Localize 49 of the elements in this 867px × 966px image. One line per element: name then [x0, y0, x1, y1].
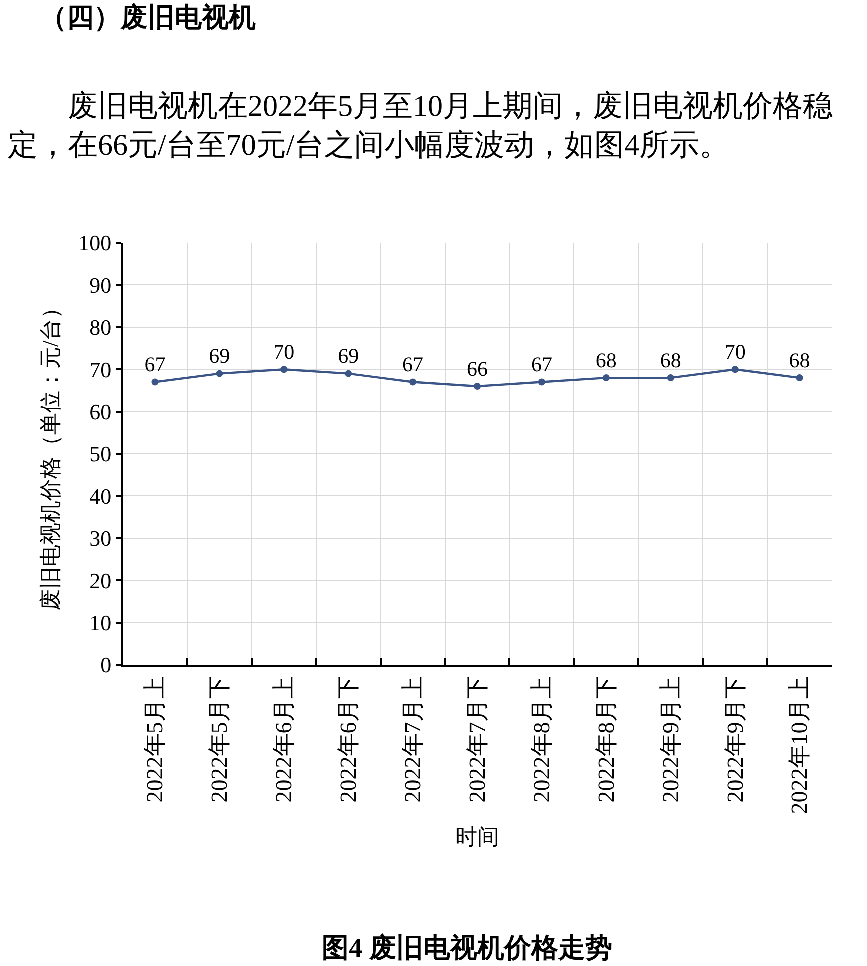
data-label: 68	[789, 348, 810, 372]
point	[538, 378, 546, 386]
x-tick-label: 2022年9月下	[722, 676, 748, 803]
data-label: 68	[596, 348, 617, 372]
point	[345, 370, 352, 378]
data-label: 66	[467, 356, 488, 381]
x-tick-label: 2022年7月上	[400, 676, 426, 803]
x-tick-label: 2022年5月下	[207, 676, 232, 803]
data-label: 70	[724, 340, 746, 364]
point	[602, 374, 610, 382]
caption: 图4 废旧电视机价格走势	[322, 933, 612, 963]
data-label: 68	[660, 348, 682, 372]
y-tick-label: 80	[90, 315, 112, 340]
point	[280, 366, 288, 374]
y-axis-title: 废旧电视机价格（单位：元/台）	[38, 296, 63, 612]
x-axis-title: 时间	[456, 824, 500, 850]
data-label: 67	[402, 352, 424, 377]
point	[152, 378, 159, 386]
x-tick-label: 2022年7月下	[464, 676, 490, 803]
data-label: 69	[338, 344, 360, 368]
chart-subtitle: 废旧电视机在2022年5月至10月上期间，废旧电视机价格稳定，在66元/台至70元/台之间小幅度波动，如图4所示。	[8, 90, 833, 162]
y-tick-label: 90	[90, 272, 112, 298]
data-label: 70	[274, 340, 295, 364]
x-tick-label: 2022年5月上	[142, 676, 168, 803]
x-tick-label: 2022年6月上	[272, 676, 297, 803]
y-tick-label: 50	[90, 442, 112, 467]
y-tick-label: 30	[90, 526, 112, 552]
x-tick-label: 2022年10月上	[787, 676, 812, 814]
y-tick-label: 20	[90, 568, 112, 594]
x-tick-label: 2022年8月下	[594, 676, 619, 803]
data-label: 67	[144, 352, 166, 377]
point	[474, 382, 481, 390]
x-tick-label: 2022年8月上	[529, 676, 554, 803]
data-label: 69	[209, 344, 230, 368]
data-label: 67	[531, 352, 552, 377]
y-tick-label: 10	[90, 610, 112, 636]
x-tick-label: 2022年6月下	[336, 676, 362, 803]
point	[732, 366, 739, 374]
x-tick-label: 2022年9月上	[658, 676, 684, 803]
point	[796, 374, 804, 382]
chart-title: （四）废旧电视机	[40, 2, 256, 32]
point	[410, 378, 417, 386]
y-tick-label: 70	[90, 357, 112, 382]
y-tick-label: 100	[78, 230, 112, 256]
y-tick-label: 40	[90, 484, 112, 509]
y-tick-label: 60	[90, 400, 112, 424]
point	[216, 370, 224, 378]
point	[667, 374, 674, 382]
y-tick-label: 0	[100, 652, 112, 678]
